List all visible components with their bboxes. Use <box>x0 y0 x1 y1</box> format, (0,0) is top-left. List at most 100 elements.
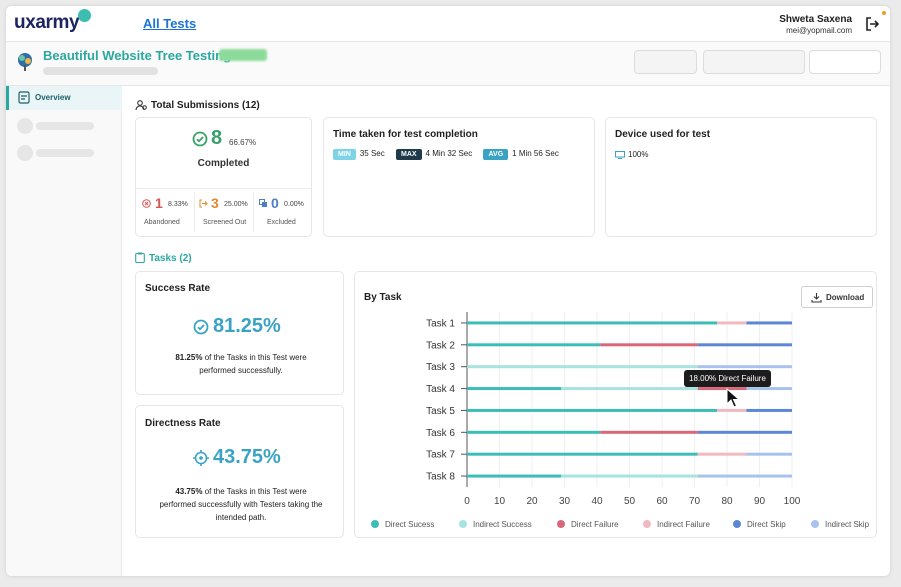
avg-chip: AVG <box>483 149 509 160</box>
bar-segment <box>561 387 698 391</box>
success-rate-card: Success Rate 81.25% 81.25% of the Tasks … <box>135 271 344 395</box>
directness-rate-title: Directness Rate <box>145 418 221 429</box>
completed-label: Completed <box>197 158 250 169</box>
y-tick-label: Task 7 <box>426 450 455 461</box>
excluded-percent: 0.00% <box>284 201 304 208</box>
download-icon <box>811 293 822 303</box>
legend-label: Indirect Failure <box>657 520 710 529</box>
copy-icon <box>259 199 267 207</box>
legend-label: Indirect Success <box>473 520 532 529</box>
device-value: 100% <box>628 150 649 159</box>
logo-text: uxarmy <box>14 12 80 33</box>
excluded-label: Excluded <box>267 219 296 226</box>
legend-item-indirect-failure: Indirect Failure <box>643 519 710 529</box>
bar-segment <box>697 452 747 456</box>
legend-item-direct-failure: Direct Failure <box>557 519 619 529</box>
legend-swatch <box>643 520 651 528</box>
bar-segment <box>697 365 792 369</box>
overview-icon <box>18 91 30 104</box>
x-tick-label: 90 <box>754 496 766 507</box>
y-tick-label: Task 8 <box>426 472 455 483</box>
by-task-title: By Task <box>364 292 402 303</box>
bar-segment <box>467 474 562 478</box>
x-tick-label: 50 <box>624 496 636 507</box>
directness-rate-card: Directness Rate 43.75% 43.75% of the Tas… <box>135 405 344 538</box>
tasks-title: Tasks (2) <box>149 253 192 264</box>
time-card: Time taken for test completion MIN 35 Sec… <box>323 117 595 237</box>
sidebar-placeholder-label <box>36 149 94 157</box>
x-tick-label: 40 <box>591 496 603 507</box>
time-title: Time taken for test completion <box>333 129 478 140</box>
legend-item-indirect-skip: Indirect Skip <box>811 519 869 529</box>
bar-segment <box>717 321 747 325</box>
bar-segment <box>697 387 747 391</box>
all-tests-link[interactable]: All Tests <box>143 16 197 31</box>
time-stats: MIN 35 Sec MAX 4 Min 32 Sec AVG 1 Min 56 Se… <box>333 149 559 160</box>
min-value: 35 Sec <box>359 149 385 158</box>
legend-item-indirect-success: Indirect Success <box>459 519 532 529</box>
success-rate-value: 81.25% <box>213 315 281 337</box>
header-button-3[interactable] <box>809 50 881 74</box>
y-tick-label: Task 6 <box>426 428 455 439</box>
directness-rate-desc-text: of the Tasks in this Test were performed… <box>159 487 323 522</box>
status-badge <box>219 49 267 61</box>
clipboard-icon <box>135 252 145 263</box>
x-tick-label: 30 <box>559 496 571 507</box>
y-tick-label: Task 3 <box>426 362 455 373</box>
legend-swatch <box>557 520 565 528</box>
sidebar-placeholder-icon <box>17 145 33 161</box>
bar-segment <box>746 321 792 325</box>
directness-rate-description: 43.75% of the Tasks in this Test were pe… <box>156 485 326 524</box>
success-rate-title: Success Rate <box>145 283 211 294</box>
bar-segment <box>746 452 792 456</box>
bar-segment <box>600 343 698 347</box>
legend-swatch <box>733 520 741 528</box>
excluded-count: 0 <box>271 195 279 211</box>
user-name: Shweta Saxena <box>779 14 852 25</box>
bar-segment <box>746 408 792 412</box>
logout-icon[interactable] <box>864 16 880 32</box>
users-icon <box>135 100 147 111</box>
header-button-1[interactable] <box>634 50 697 74</box>
desktop-icon <box>615 151 625 159</box>
bar-segment <box>561 474 698 478</box>
legend-swatch <box>371 520 379 528</box>
project-header: Beautiful Website Tree Testing <box>6 42 890 86</box>
bar-segment <box>697 474 792 478</box>
sidebar-item-overview[interactable]: Overview <box>6 86 122 110</box>
bar-segment <box>697 430 792 434</box>
bar-segment <box>467 452 698 456</box>
logo-dot <box>78 9 92 22</box>
bar-segment <box>467 387 562 391</box>
project-title: Beautiful Website Tree Testing <box>43 48 232 63</box>
bar-segment <box>467 408 718 412</box>
x-tick-label: 80 <box>721 496 733 507</box>
sidebar-item-label: Overview <box>35 93 71 102</box>
completed-percent: 66.67% <box>229 138 257 147</box>
exit-icon <box>199 199 208 208</box>
submissions-card: 8 66.67% Completed 1 8.33% Abandoned 3 2… <box>135 117 312 237</box>
x-tick-label: 70 <box>689 496 701 507</box>
legend-swatch <box>811 520 819 528</box>
divider <box>194 192 195 232</box>
target-icon <box>193 450 209 466</box>
screened-out-percent: 25.00% <box>224 201 248 208</box>
uxarmy-logo[interactable]: uxarmy <box>14 9 92 34</box>
success-rate-desc-value: 81.25% <box>175 353 203 362</box>
bar-segment <box>697 343 792 347</box>
project-subtitle-placeholder <box>43 67 158 75</box>
x-tick-label: 100 <box>784 496 801 507</box>
check-circle-icon <box>192 131 208 147</box>
x-tick-label: 60 <box>656 496 668 507</box>
bar-segment <box>467 321 718 325</box>
abandoned-percent: 8.33% <box>168 201 188 208</box>
abandoned-count: 1 <box>155 195 163 211</box>
legend-label: Direct Sucess <box>385 520 435 529</box>
bar-segment <box>467 430 601 434</box>
screened-out-label: Screened Out <box>203 219 247 226</box>
divider <box>253 192 254 232</box>
x-tick-label: 0 <box>464 496 470 507</box>
x-tick-label: 20 <box>526 496 538 507</box>
download-button[interactable]: Download <box>801 286 873 308</box>
header-button-2[interactable] <box>703 50 805 74</box>
